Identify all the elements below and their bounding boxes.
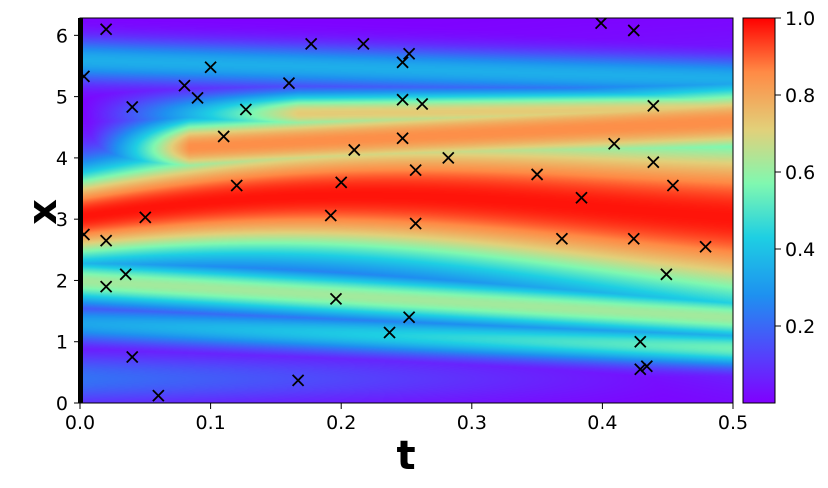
x-tick-label: 0.1 (195, 412, 225, 434)
x-tick-label: 0.4 (587, 412, 617, 434)
colorbar-tick-label: 1.0 (785, 8, 815, 30)
y-axis-title: x (20, 199, 66, 225)
marker-x (126, 350, 139, 364)
marker-x (230, 179, 243, 192)
colorbar (742, 17, 776, 404)
marker-x (152, 389, 165, 402)
colorbar-axis: 0.2 0.4 0.6 0.8 1.0 (775, 8, 815, 338)
marker-x (575, 191, 588, 204)
marker-x (335, 176, 348, 189)
marker-x (402, 47, 416, 60)
x-tick-label: 0.2 (326, 412, 356, 434)
marker-x (357, 37, 370, 51)
marker-x (119, 268, 132, 281)
marker-x (647, 156, 660, 169)
marker-x (99, 234, 113, 247)
marker-x (409, 164, 422, 177)
marker-x (191, 91, 204, 104)
marker-x (239, 103, 252, 116)
y-tick-label: 3 (56, 209, 68, 231)
x-axis-title: t (396, 433, 415, 479)
colorbar-tick-label: 0.6 (785, 162, 815, 184)
plot-frame (79, 17, 734, 404)
marker-x (634, 335, 647, 348)
y-tick-label: 5 (56, 87, 68, 109)
y-tick-label: 6 (56, 25, 68, 47)
marker-x (594, 18, 608, 30)
marker-x (305, 37, 318, 51)
marker-x (99, 23, 113, 36)
marker-x (291, 374, 305, 387)
marker-x (442, 151, 455, 165)
marker-x (282, 77, 296, 90)
marker-x (139, 211, 152, 224)
x-tick-label: 0.5 (718, 412, 748, 434)
marker-x (666, 179, 680, 192)
marker-x (647, 99, 660, 112)
marker-x (178, 79, 191, 92)
x-axis: 0.0 0.1 0.2 0.3 0.4 0.5 (65, 403, 748, 434)
marker-x (396, 93, 409, 106)
marker-x (608, 137, 621, 150)
marker-x (416, 97, 429, 111)
y-tick-label: 0 (56, 393, 68, 415)
heatmap-field (80, 18, 733, 403)
x-tick-label: 0.0 (65, 412, 95, 434)
marker-x (627, 24, 640, 37)
marker-x (634, 363, 647, 376)
y-tick-label: 4 (56, 148, 68, 170)
x-tick-label: 0.3 (457, 412, 487, 434)
marker-x (699, 240, 712, 253)
marker-x (99, 280, 113, 293)
marker-x (329, 292, 343, 305)
marker-x (383, 326, 396, 339)
y-tick-label: 2 (56, 270, 68, 292)
marker-x (126, 100, 139, 114)
marker-x (627, 232, 640, 245)
marker-x (324, 209, 337, 222)
marker-x (396, 132, 409, 145)
marker-x (204, 61, 217, 74)
marker-x (530, 168, 544, 181)
colorbar-tick-label: 0.4 (785, 239, 815, 261)
marker-x (640, 360, 653, 373)
colorbar-tick-label: 0.8 (785, 85, 815, 107)
marker-x (217, 130, 230, 143)
marker-x (402, 311, 416, 324)
y-tick-label: 1 (56, 332, 68, 354)
colorbar-tick-label: 0.2 (785, 316, 815, 338)
y-axis: 0 1 2 3 4 5 6 (56, 25, 80, 415)
marker-x (396, 56, 409, 69)
marker-x (348, 143, 361, 157)
marker-x (555, 232, 569, 245)
marker-x (660, 268, 673, 281)
marker-x (409, 217, 422, 230)
